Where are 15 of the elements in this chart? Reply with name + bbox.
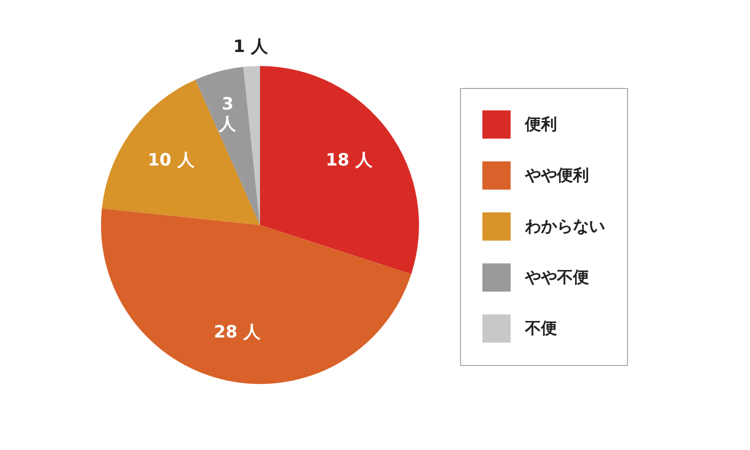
legend-label: やや不便 — [524, 268, 589, 286]
legend-label: 便利 — [524, 114, 557, 134]
pie-slice — [102, 80, 260, 225]
data-label: 3 人 — [218, 94, 238, 134]
pie-slice — [101, 208, 412, 384]
pie-slice — [260, 66, 419, 274]
pie-slice — [243, 66, 260, 225]
legend-label: 不便 — [524, 318, 557, 338]
data-label: 1 人 — [233, 37, 270, 58]
data-label: 18 人 — [326, 150, 374, 170]
data-label: 28 人 — [214, 322, 262, 343]
legend-label: わからない — [524, 216, 605, 236]
pie-slice — [195, 66, 260, 225]
legend-label: やや便利 — [524, 166, 589, 184]
data-label: 10 人 — [148, 150, 196, 170]
